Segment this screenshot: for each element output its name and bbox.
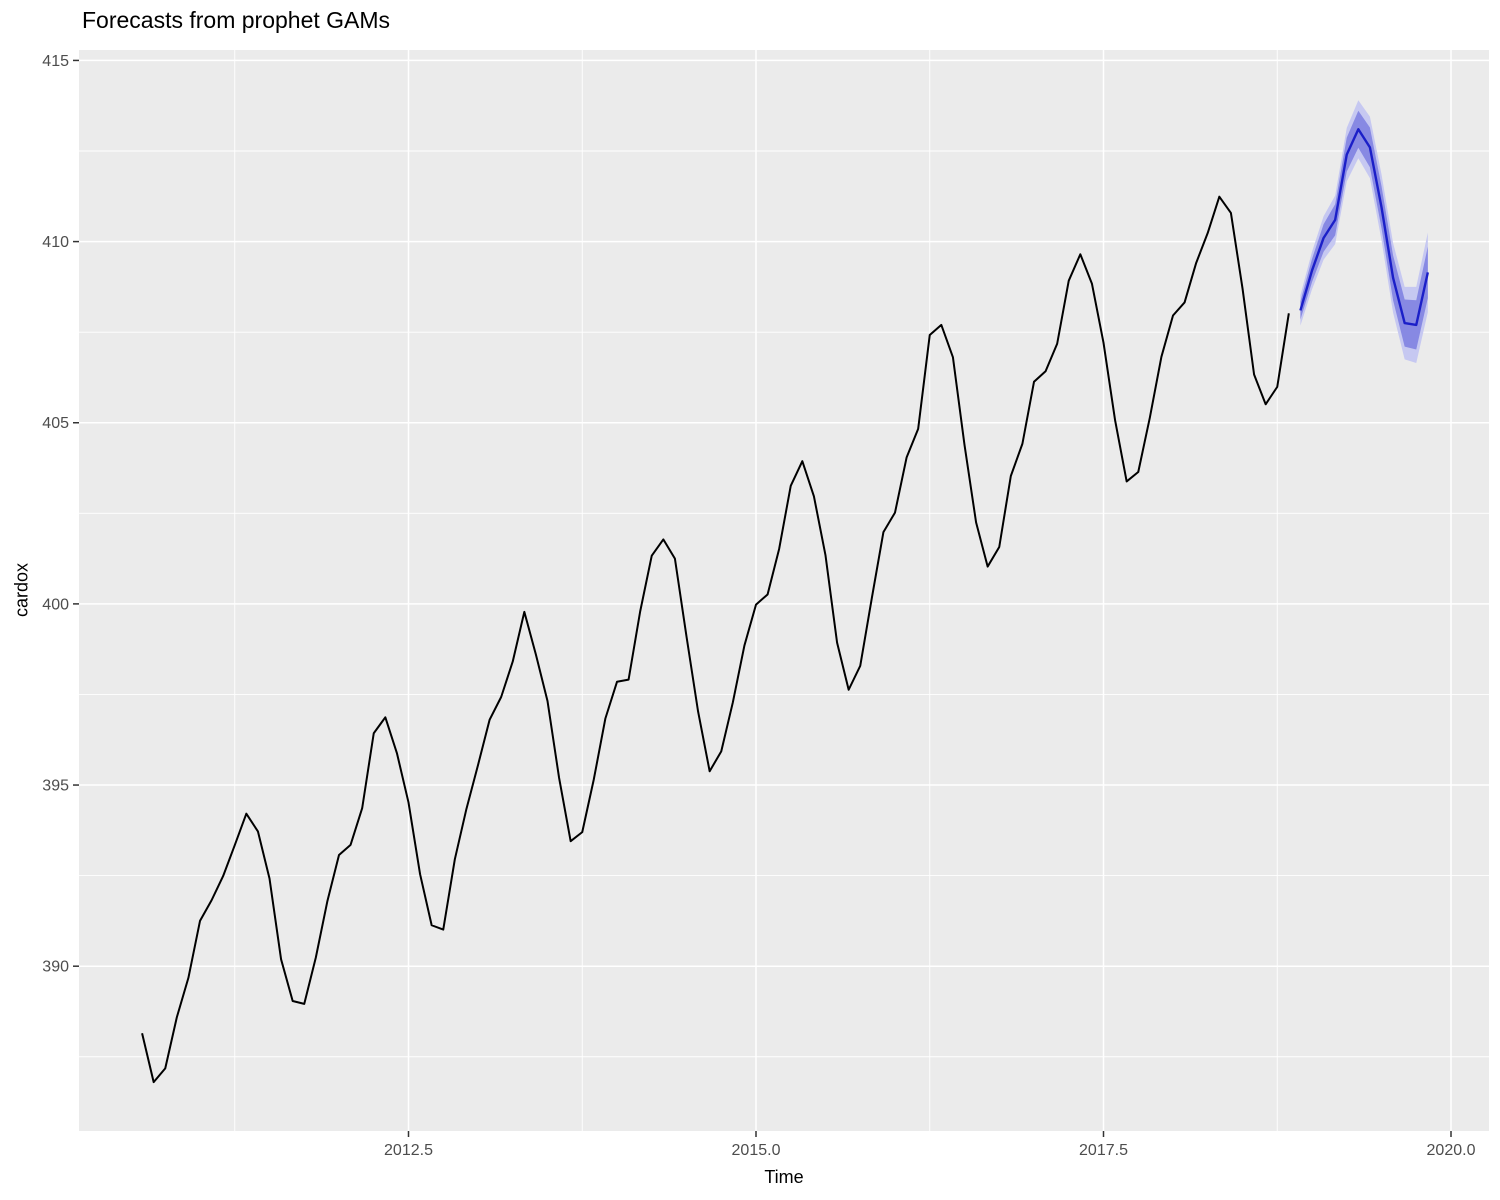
x-tick-label: 2015.0 bbox=[732, 1142, 781, 1159]
chart-title: Forecasts from prophet GAMs bbox=[82, 7, 391, 33]
x-tick-label: 2012.5 bbox=[384, 1142, 433, 1159]
y-tick-label: 415 bbox=[42, 53, 69, 70]
y-tick-label: 405 bbox=[42, 415, 69, 432]
y-tick-label: 395 bbox=[42, 778, 69, 795]
observed-line bbox=[141, 195, 1290, 1084]
y-tick-label: 410 bbox=[42, 234, 69, 251]
y-tick-label: 400 bbox=[42, 596, 69, 613]
y-axis-title: cardox bbox=[11, 562, 32, 618]
y-tick-label: 390 bbox=[42, 959, 69, 976]
x-axis-title: Time bbox=[764, 1167, 804, 1187]
x-tick-label: 2017.5 bbox=[1079, 1142, 1128, 1159]
panel-background bbox=[79, 50, 1489, 1131]
forecast-line bbox=[1299, 128, 1430, 327]
x-tick-label: 2020.0 bbox=[1427, 1142, 1476, 1159]
